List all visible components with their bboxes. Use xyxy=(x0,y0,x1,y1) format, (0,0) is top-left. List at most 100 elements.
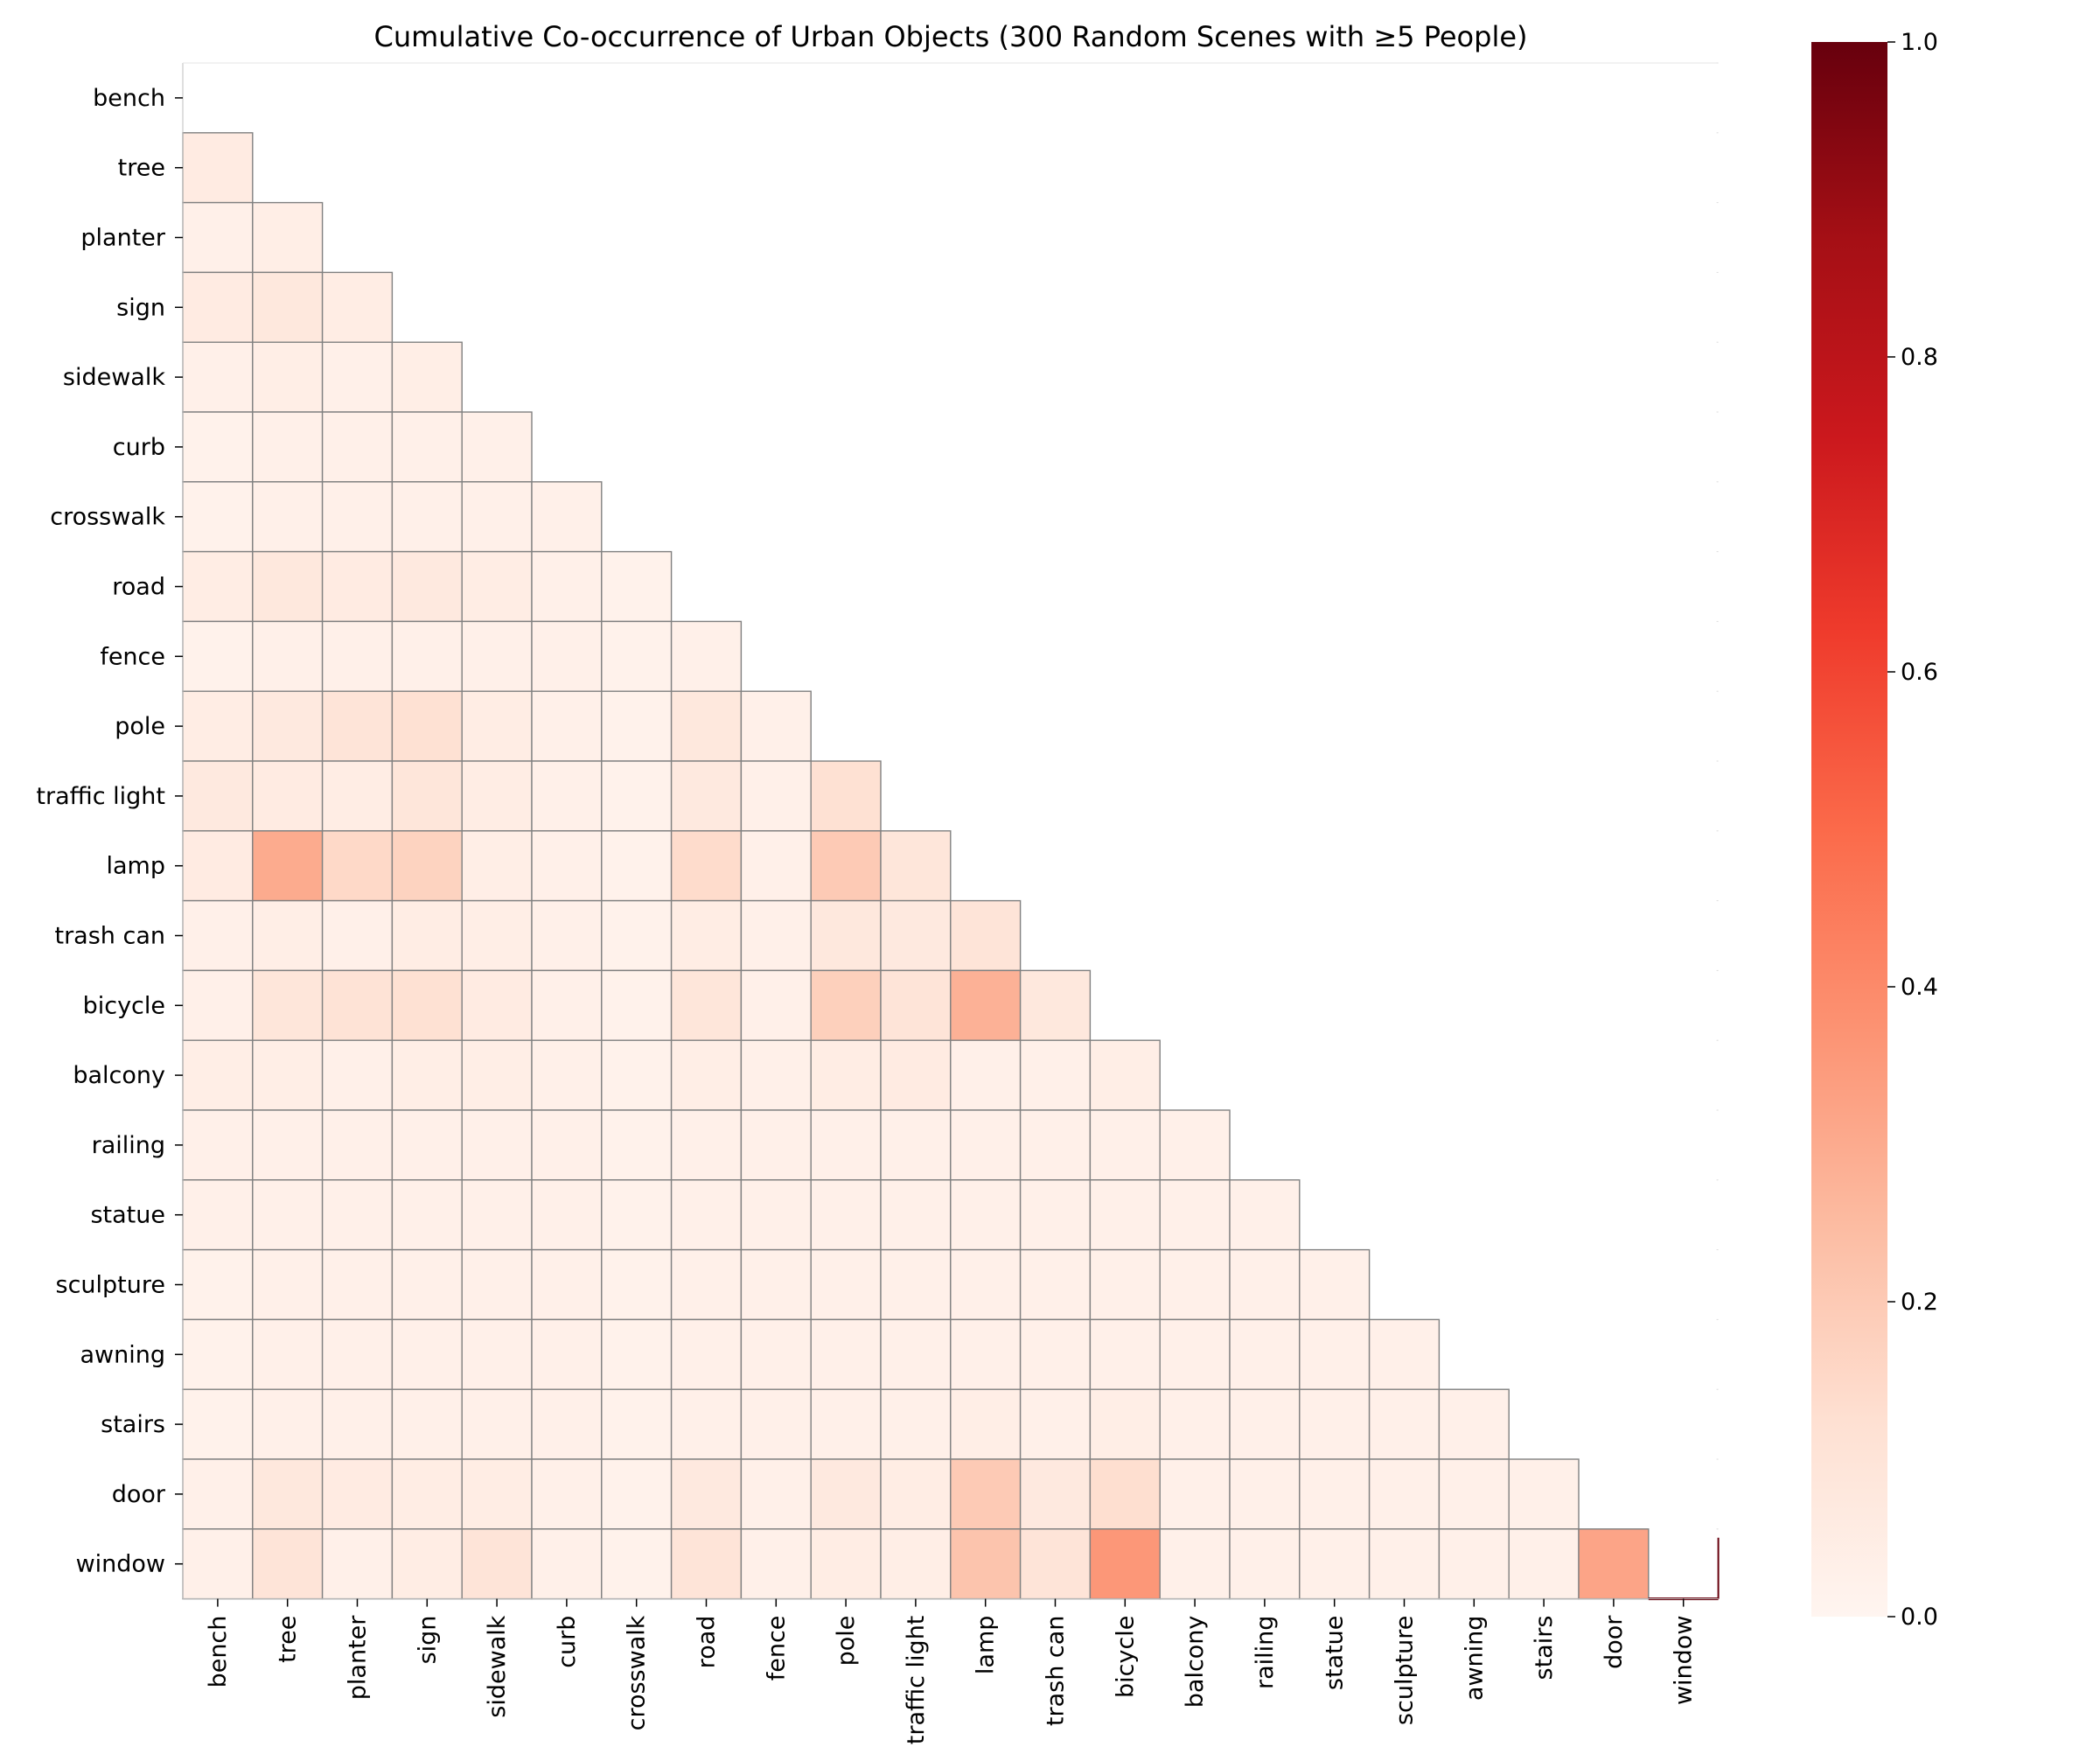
heatmap-cell xyxy=(182,1248,254,1321)
heatmap-cell xyxy=(531,1458,603,1530)
heatmap-cell xyxy=(391,411,463,483)
heatmap-cell xyxy=(182,1109,254,1181)
heatmap-cell xyxy=(391,620,463,692)
heatmap-cell xyxy=(740,1528,812,1600)
heatmap-cell xyxy=(1229,1318,1301,1390)
heatmap-cell xyxy=(601,899,673,972)
heatmap-cell xyxy=(1299,1388,1371,1460)
y-tick-label: railing xyxy=(92,1132,165,1159)
heatmap-cell xyxy=(1019,1179,1092,1251)
y-tick-label: balcony xyxy=(73,1062,165,1089)
heatmap-cell xyxy=(321,899,394,972)
heatmap-cell xyxy=(252,271,324,343)
heatmap-cell xyxy=(670,1109,743,1181)
heatmap-cell xyxy=(182,899,254,972)
heatmap-cell xyxy=(531,969,603,1041)
heatmap-cell xyxy=(1508,1528,1580,1600)
x-tick-label: sidewalk xyxy=(484,1615,511,1717)
heatmap-cell xyxy=(252,411,324,483)
heatmap-cell xyxy=(950,1528,1022,1600)
heatmap-cell xyxy=(740,969,812,1041)
heatmap-cell xyxy=(461,550,533,623)
heatmap-cell xyxy=(531,899,603,972)
colorbar-tick-label: 0.0 xyxy=(1901,1604,1938,1631)
x-tick-label: pole xyxy=(833,1616,860,1667)
x-tick-label: balcony xyxy=(1182,1616,1209,1709)
heatmap-cell xyxy=(740,1179,812,1251)
heatmap-cell xyxy=(321,550,394,623)
heatmap-cell xyxy=(391,1109,463,1181)
heatmap-cell xyxy=(391,899,463,972)
x-tick-label: planter xyxy=(345,1615,372,1700)
heatmap-cell xyxy=(601,690,673,762)
heatmap-cell xyxy=(1089,1528,1161,1600)
heatmap-cell xyxy=(391,1528,463,1600)
heatmap-cell xyxy=(601,550,673,623)
heatmap-cell xyxy=(880,1528,952,1600)
heatmap-cell xyxy=(391,690,463,762)
heatmap-cell xyxy=(1229,1388,1301,1460)
x-tick-label: crosswalk xyxy=(624,1615,651,1730)
heatmap-cell xyxy=(321,1248,394,1321)
heatmap-cell xyxy=(1089,1248,1161,1321)
heatmap-cell xyxy=(182,481,254,553)
heatmap-cell xyxy=(461,481,533,553)
heatmap-cell xyxy=(182,620,254,692)
heatmap-cell xyxy=(1089,1109,1161,1181)
y-tick-label: crosswalk xyxy=(50,504,165,531)
heatmap-cell xyxy=(880,1458,952,1530)
heatmap-cell xyxy=(252,481,324,553)
heatmap-cell xyxy=(740,1318,812,1390)
heatmap-cell xyxy=(252,1318,324,1390)
heatmap-cell xyxy=(321,620,394,692)
heatmap-cell xyxy=(391,760,463,832)
heatmap-cell xyxy=(740,690,812,762)
heatmap-cell xyxy=(182,201,254,274)
heatmap-cell xyxy=(321,1388,394,1460)
colorbar-gradient xyxy=(1811,42,1887,1617)
heatmap-cell xyxy=(1299,1458,1371,1530)
heatmap-cell xyxy=(321,1179,394,1251)
y-tick-label: lamp xyxy=(107,853,166,880)
heatmap-cell xyxy=(1019,1458,1092,1530)
heatmap-cell xyxy=(531,1039,603,1111)
heatmap-cell xyxy=(461,899,533,972)
y-tick-label: bench xyxy=(93,85,165,112)
heatmap-cell xyxy=(321,411,394,483)
heatmap-cell xyxy=(391,1248,463,1321)
heatmap-cell xyxy=(810,760,882,832)
heatmap-cell xyxy=(1159,1458,1231,1530)
colorbar-tick-label: 0.8 xyxy=(1901,344,1938,371)
heatmap-cell xyxy=(740,899,812,972)
heatmap-cell xyxy=(182,550,254,623)
heatmap-cell xyxy=(252,760,324,832)
heatmap-cell xyxy=(461,1318,533,1390)
x-tick-label: window xyxy=(1671,1616,1698,1705)
heatmap-cell xyxy=(182,1039,254,1111)
y-tick-label: sign xyxy=(116,294,165,321)
heatmap-cell xyxy=(531,830,603,902)
heatmap-cell xyxy=(252,201,324,274)
heatmap-cell xyxy=(601,1528,673,1600)
heatmap-cell xyxy=(461,830,533,902)
heatmap-cell xyxy=(391,969,463,1041)
x-tick-label: railing xyxy=(1252,1616,1279,1689)
heatmap-cell xyxy=(1089,1179,1161,1251)
heatmap-cell xyxy=(1299,1318,1371,1390)
heatmap-axes: bench tree planter sign sidewalk curb crosswal… xyxy=(36,62,1719,1744)
heatmap-cell xyxy=(670,1039,743,1111)
heatmap-cell xyxy=(601,760,673,832)
heatmap-cell xyxy=(670,1388,743,1460)
heatmap-cell xyxy=(601,1179,673,1251)
heatmap-cell xyxy=(182,1528,254,1600)
heatmap-cell xyxy=(740,830,812,902)
heatmap-cell xyxy=(321,1109,394,1181)
heatmap-cell xyxy=(810,1109,882,1181)
heatmap-cell xyxy=(252,899,324,972)
heatmap-cell xyxy=(670,899,743,972)
heatmap-cell xyxy=(880,1039,952,1111)
heatmap-cell xyxy=(950,1179,1022,1251)
heatmap-cell xyxy=(740,1458,812,1530)
